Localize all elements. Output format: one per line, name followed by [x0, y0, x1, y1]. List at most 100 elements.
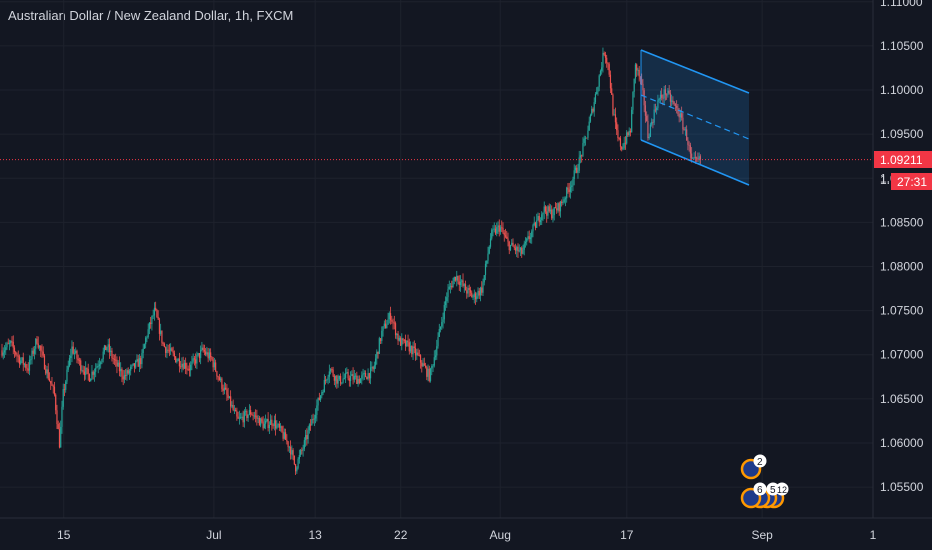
candle-body [423, 363, 425, 366]
candle-body [643, 90, 645, 106]
candle-body [233, 409, 235, 411]
candle-body [150, 322, 152, 325]
candle-body [437, 337, 439, 347]
candle-body [87, 368, 89, 375]
countdown-badge: 27:31 [891, 173, 932, 190]
candle-body [5, 347, 7, 351]
candle-body [621, 146, 623, 150]
event-marker-cluster[interactable]: 6 5 12 [740, 482, 789, 509]
candle-body [466, 290, 468, 294]
candle-body [293, 455, 295, 465]
candle-body [196, 354, 198, 364]
candle-body [6, 343, 8, 348]
time-axis[interactable]: 15 Jul 13 22 Aug 17 Sep 1 [57, 528, 877, 542]
candle-body [141, 353, 143, 365]
candle-body [300, 450, 302, 456]
price-axis[interactable]: 1.110001.105001.100001.095001.090001.085… [880, 0, 924, 494]
candle-body [622, 148, 624, 150]
candle-body [243, 411, 245, 423]
candle-body [197, 353, 199, 355]
channel-upper-line[interactable] [640, 49, 750, 94]
candle-body [173, 353, 176, 357]
candle-body [602, 52, 604, 68]
candle-body [611, 88, 613, 95]
parallel-channel[interactable] [640, 49, 750, 186]
candle-body [422, 363, 424, 367]
candle-body [634, 64, 637, 79]
candle-body [322, 392, 324, 394]
candle-body [692, 158, 694, 160]
candle-body [128, 370, 131, 374]
candle-body [112, 358, 114, 359]
candle-body [367, 373, 369, 380]
candle-body [268, 424, 270, 429]
candle-body [71, 346, 73, 356]
candle-body [539, 220, 542, 223]
channel-lower-line[interactable] [640, 139, 750, 186]
candle-body [481, 287, 483, 293]
candle-body [556, 208, 558, 211]
candle-body [185, 362, 187, 369]
event-count-label: 5 [770, 485, 776, 496]
candle-body [493, 228, 495, 230]
candle-body [641, 79, 643, 84]
candle-body [416, 352, 418, 356]
candle-body [62, 389, 64, 407]
candles [1, 47, 701, 475]
candle-body [614, 114, 617, 123]
candle-body [378, 338, 380, 354]
candle-body [463, 284, 465, 286]
price-tick-label: 1.09500 [880, 127, 924, 141]
candle-body [449, 285, 452, 287]
candle-body [464, 284, 467, 291]
candle-body [673, 102, 675, 105]
candle-body [521, 247, 523, 254]
event-marker-top[interactable]: 2 [740, 454, 767, 480]
candle-body [188, 368, 191, 371]
candle-body [392, 321, 394, 323]
candle-body [277, 424, 279, 426]
candle-body [23, 364, 26, 365]
candle-body [593, 102, 595, 112]
candle-body [47, 369, 49, 379]
price-tick-label: 1.08500 [880, 215, 924, 229]
candle-body [245, 410, 247, 412]
candle-body [538, 215, 540, 223]
candle-body [226, 389, 228, 395]
candle-body [155, 307, 157, 310]
candle-body [165, 347, 167, 353]
price-tick-label: 1.06000 [880, 436, 924, 450]
candle-body [387, 319, 389, 325]
event-markers[interactable]: 2 6 5 12 [740, 454, 789, 509]
candle-body [318, 397, 320, 400]
candle-body [280, 426, 282, 428]
candle-body [454, 276, 457, 281]
candle-body [346, 372, 348, 374]
candle-body [56, 410, 58, 425]
candle-body [529, 237, 532, 240]
partial-price-label: 1. [880, 173, 890, 187]
candle-body [48, 378, 51, 381]
candle-body [63, 389, 66, 390]
candle-body [429, 368, 432, 381]
candle-body [512, 242, 514, 247]
candle-body [103, 345, 106, 352]
candle-body [81, 370, 83, 372]
candle-body [217, 376, 219, 378]
candle-body [678, 114, 680, 118]
candle-body [377, 351, 379, 354]
candle-body [551, 209, 553, 219]
candle-body [225, 387, 227, 390]
candle-body [101, 359, 103, 363]
candle-body [609, 74, 612, 89]
candle-body [287, 441, 289, 448]
candle-body [107, 344, 109, 348]
time-tick-label: 1 [870, 528, 877, 542]
candle-body [446, 297, 448, 302]
candle-body [138, 358, 141, 367]
candle-body [73, 353, 76, 354]
candle-body [10, 340, 12, 344]
candle-body [311, 419, 313, 426]
candle-body [238, 417, 240, 419]
